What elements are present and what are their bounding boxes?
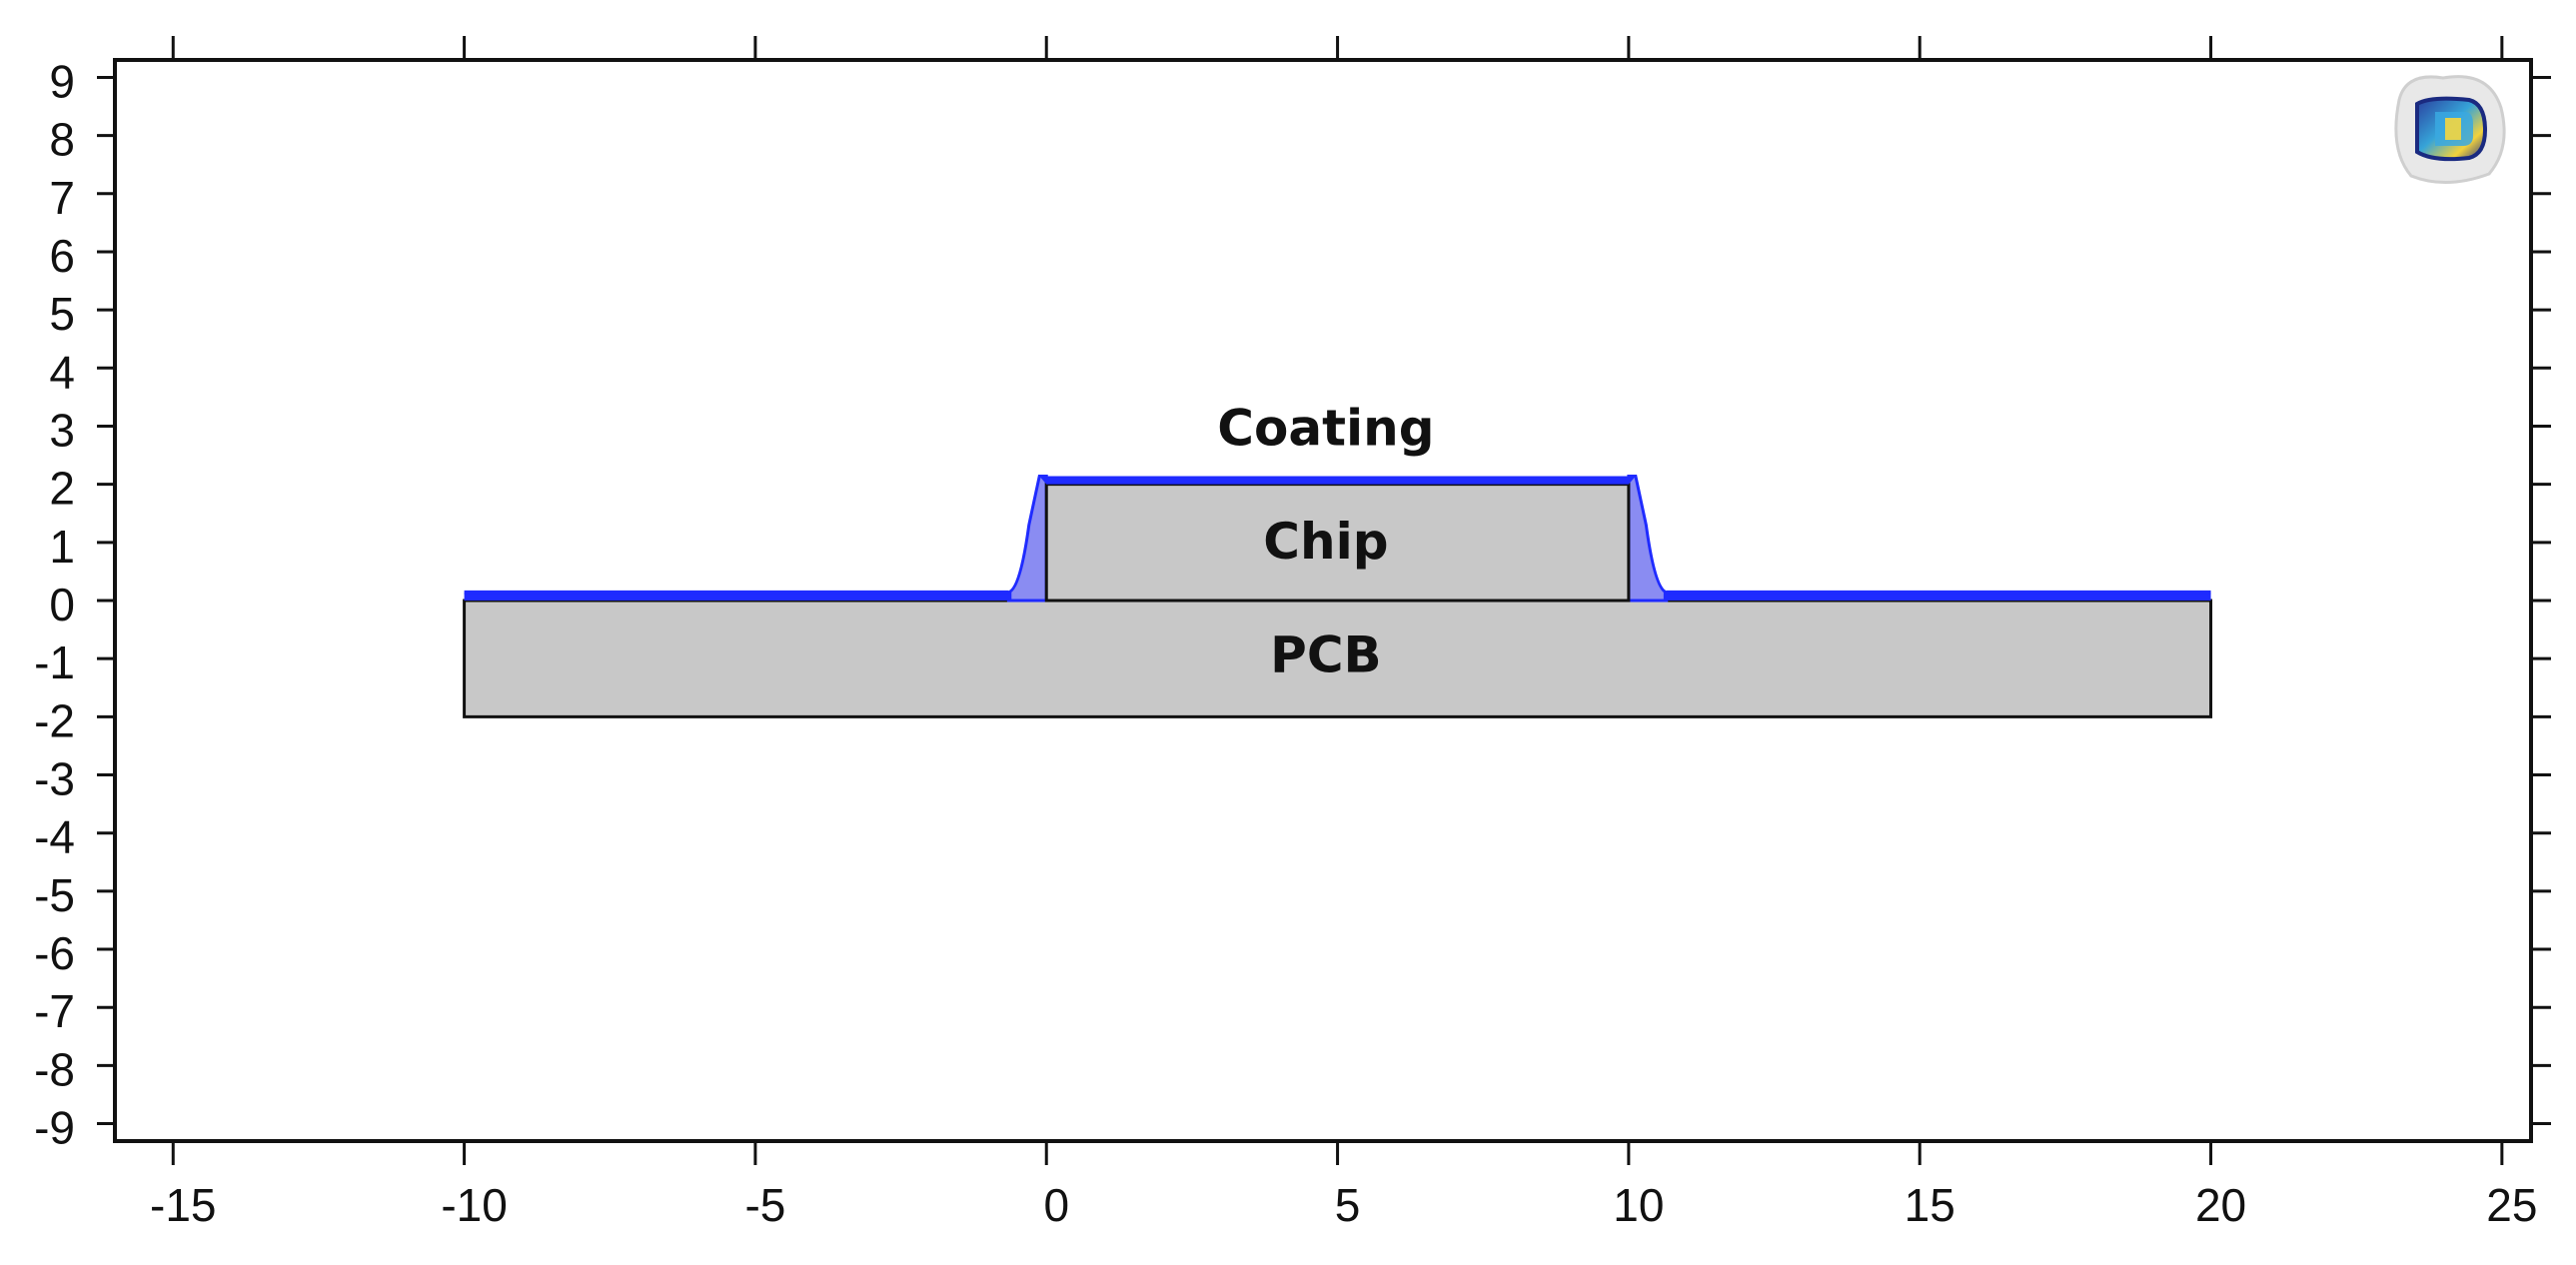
coating-layer-top[interactable] xyxy=(1039,476,1636,485)
coating-label: Coating xyxy=(1217,399,1434,457)
y-tick-label: -3 xyxy=(34,753,75,805)
chip-label: Chip xyxy=(1263,513,1388,571)
y-tick-label: 7 xyxy=(49,172,75,224)
coating-layer-left[interactable] xyxy=(464,592,1012,601)
x-tick-label: -15 xyxy=(150,1179,216,1231)
y-tick-label: 0 xyxy=(49,579,75,631)
y-tick-label: -5 xyxy=(34,869,75,921)
axis-tick-labels: -15 -10 -5 0 5 10 15 20 259876543210-1-2-3-4-5-6… xyxy=(34,55,2537,1231)
y-tick-label: 5 xyxy=(49,288,75,340)
y-tick-label: -4 xyxy=(34,811,75,863)
y-tick-label: -2 xyxy=(34,694,75,746)
y-tick-label: -6 xyxy=(34,927,75,979)
y-tick-label: -7 xyxy=(34,985,75,1037)
y-tick-label: 1 xyxy=(49,521,75,573)
plot-frame xyxy=(113,58,2533,1143)
x-tick-label: -5 xyxy=(744,1179,785,1231)
y-tick-label: -1 xyxy=(34,636,75,688)
chip-region[interactable] xyxy=(1044,483,1631,603)
axis-ticks xyxy=(97,36,2551,1165)
x-tick-label: 0 xyxy=(1043,1179,1069,1231)
x-tick-label: 5 xyxy=(1335,1179,1361,1231)
x-tick-label: 25 xyxy=(2486,1179,2537,1231)
y-tick-label: 6 xyxy=(49,230,75,282)
pcb-label: PCB xyxy=(1270,626,1381,683)
comsol-logo-icon[interactable] xyxy=(2394,75,2506,184)
y-tick-label: 3 xyxy=(49,404,75,456)
y-tick-label: 2 xyxy=(49,463,75,515)
y-tick-label: -8 xyxy=(34,1043,75,1095)
y-tick-label: 4 xyxy=(49,346,75,398)
x-tick-label: 15 xyxy=(1905,1179,1955,1231)
y-tick-label: 9 xyxy=(49,55,75,107)
x-tick-label: -10 xyxy=(441,1179,507,1231)
coating-layer-right[interactable] xyxy=(1663,592,2211,601)
y-tick-label: -9 xyxy=(34,1102,75,1154)
x-tick-label: 10 xyxy=(1613,1179,1664,1231)
x-tick-label: 20 xyxy=(2195,1179,2246,1231)
y-tick-label: 8 xyxy=(49,114,75,166)
